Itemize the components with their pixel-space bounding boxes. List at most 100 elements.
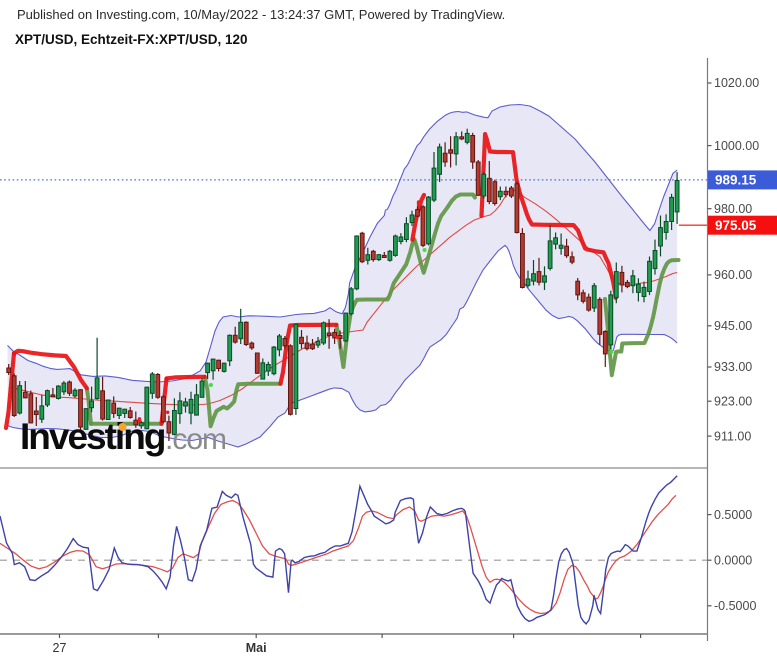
candle-body [503, 190, 509, 196]
candle-body [652, 250, 658, 270]
candle-body [172, 410, 177, 435]
candle-body [243, 321, 249, 345]
candle-body [669, 196, 675, 222]
price-tick-label: 911.00 [714, 429, 751, 443]
candle-body [674, 180, 680, 213]
osc-signal-line [0, 494, 677, 615]
candle-body [299, 336, 304, 345]
price-tick-label: 980.00 [714, 202, 752, 216]
candle-body [542, 275, 547, 283]
candle-body [420, 206, 426, 246]
trend-line-red [479, 131, 618, 301]
published-line: Published on Investing.com, 10/May/2022 … [17, 7, 506, 22]
time-axis-label: 27 [53, 641, 67, 655]
candle-body [509, 187, 514, 197]
candle-body [525, 278, 531, 286]
trend-line-green [412, 192, 477, 275]
last-price-badge-text: 989.15 [715, 173, 757, 188]
candle-body [39, 405, 45, 420]
candle-body [486, 177, 492, 203]
candle-body [238, 321, 244, 340]
candle-body [514, 183, 520, 234]
candle-body [586, 296, 592, 311]
candle-body [580, 292, 586, 302]
candle-body [199, 380, 205, 398]
candle-body [365, 254, 371, 261]
candle-body [558, 244, 564, 249]
investing-logo: Investing .com [20, 416, 227, 457]
candle-body [254, 352, 260, 374]
candle-body [636, 283, 641, 293]
candle-body [293, 323, 299, 409]
candle-body [608, 294, 614, 346]
candle-body [536, 271, 542, 283]
bollinger-lower [7, 244, 678, 448]
candle-body [194, 394, 199, 416]
marker-dot-green [609, 350, 614, 354]
candle-body [393, 235, 398, 256]
candle-body [381, 254, 387, 258]
candle-body [470, 135, 476, 163]
marker-dot-red [137, 419, 142, 423]
candle-body [210, 358, 216, 372]
candle-body [497, 190, 503, 198]
candle-body [575, 280, 581, 296]
candle-body [415, 209, 420, 217]
candle-body [249, 342, 255, 349]
price-tick-label: 960.00 [714, 268, 752, 282]
osc-tick-label: 0.5000 [714, 508, 752, 522]
candle-body [11, 375, 17, 416]
candle-body [304, 342, 310, 350]
candle-body [591, 285, 597, 309]
last-price-badge [708, 170, 777, 190]
candle-body [658, 227, 663, 247]
candle-body [28, 393, 34, 424]
candle-body [431, 167, 437, 201]
candle-body [221, 362, 227, 372]
candle-body [354, 235, 360, 290]
marker-dot-red [335, 335, 340, 340]
candle-body [398, 236, 404, 242]
candle-body [260, 362, 266, 380]
candle-body [277, 335, 282, 351]
candle-body [138, 422, 144, 427]
candle-body [531, 273, 536, 282]
candle-body [481, 173, 487, 197]
marker-dot-green [208, 383, 213, 387]
candle-body [569, 256, 575, 263]
candle-body [453, 136, 459, 155]
candle-body [348, 288, 354, 315]
time-axis-label: Mai [246, 641, 267, 655]
bollinger-fill [7, 104, 678, 447]
candle-body [492, 181, 498, 204]
candle-body [547, 240, 553, 269]
candle-body [144, 386, 150, 430]
price-tick-label: 1000.00 [714, 139, 759, 153]
osc-tick-label: -0.5000 [714, 599, 756, 613]
candle-body [619, 271, 625, 286]
candle-body [166, 421, 172, 434]
candle-body [61, 382, 67, 393]
candle-body [647, 260, 652, 292]
trend-line-red [11, 348, 89, 391]
oscillator-panel [0, 475, 708, 625]
trend-line-green [603, 258, 681, 378]
main-panel: Investing .com [0, 103, 708, 457]
trend-line-red [278, 322, 339, 386]
candle-body [310, 343, 315, 350]
candle-body [72, 389, 78, 397]
candle-body [133, 419, 139, 426]
indicator-badge [708, 215, 777, 235]
candle-body [520, 233, 525, 288]
candle-body [332, 331, 338, 339]
candle-body [553, 237, 559, 245]
symbol-line: XPT/USD, Echtzeit-FX:XPT/USD, 120 [15, 32, 248, 47]
candle-body [122, 408, 128, 414]
bollinger-upper [7, 103, 678, 383]
candle-body [426, 196, 431, 245]
candle-body [105, 399, 111, 420]
candle-body [83, 408, 89, 430]
trend-lines [3, 131, 681, 431]
candle-body [188, 398, 194, 414]
